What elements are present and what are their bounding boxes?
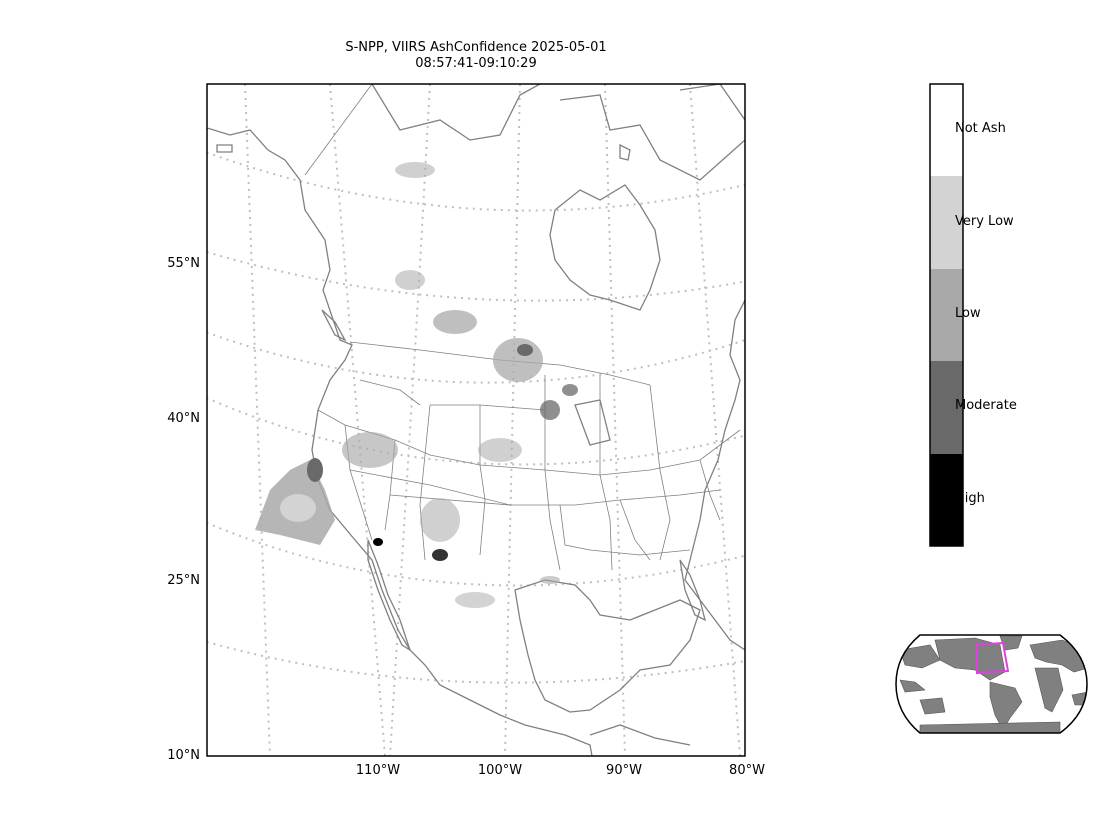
arctic-islands-3: [679, 84, 745, 121]
baja-peninsula: [367, 539, 412, 652]
lat-label-25: 25°N: [167, 573, 200, 588]
legend-very-low: Very Low: [955, 214, 1014, 229]
hudson-bay: [549, 184, 661, 311]
legend-not-ash: Not Ash: [955, 121, 1006, 136]
ash-confidence-layer: [255, 162, 578, 608]
colorbar-very-low: [930, 176, 963, 269]
gulf-coastline: [514, 579, 701, 713]
political-borders: [304, 84, 741, 571]
colorbar-high: [930, 454, 963, 546]
arctic-islands-2: [559, 94, 745, 181]
lat-label-55: 55°N: [167, 256, 200, 271]
cuba: [589, 724, 691, 746]
map-frame: [206, 83, 746, 757]
colorbar-moderate: [930, 361, 963, 454]
lat-label-10: 10°N: [167, 748, 200, 763]
legend-low: Low: [955, 306, 981, 321]
globe-outline: [895, 634, 1088, 734]
colorbar-low: [930, 269, 963, 361]
lon-label-100w: 100°W: [477, 763, 523, 778]
colorbar: [929, 83, 964, 547]
globe-north-america: [934, 637, 1006, 681]
overview-globe: [895, 634, 1088, 734]
lat-label-40: 40°N: [167, 411, 200, 426]
globe-australia: [919, 697, 946, 715]
lake-3: [216, 144, 233, 153]
east-coastline: [684, 299, 745, 651]
map-title: S-NPP, VIIRS AshConfidence 2025-05-01 08…: [206, 40, 746, 72]
lake-1: [574, 399, 611, 446]
globe-asia-west: [899, 644, 941, 669]
graticule: [207, 84, 745, 756]
lon-label-110w: 110°W: [355, 763, 401, 778]
lon-label-80w: 80°W: [729, 763, 765, 778]
main-map: [207, 84, 745, 756]
florida: [679, 559, 706, 622]
coastlines: [207, 84, 745, 756]
north-america-coastline: [207, 127, 593, 756]
vancouver-island: [321, 309, 347, 342]
title-line-1: S-NPP, VIIRS AshConfidence 2025-05-01: [345, 40, 607, 55]
colorbar-frame: [929, 83, 964, 547]
title-line-2: 08:57:41-09:10:29: [415, 56, 537, 71]
legend-moderate: Moderate: [955, 398, 1017, 413]
globe-antarctica: [919, 721, 1061, 733]
lake-2: [619, 143, 631, 161]
globe-extent-box: [976, 641, 1010, 675]
arctic-islands-1: [371, 84, 541, 141]
legend-high: High: [955, 491, 985, 506]
globe-africa: [1034, 667, 1064, 713]
globe-southeast-asia: [899, 679, 926, 693]
colorbar-not-ash: [930, 84, 963, 176]
lon-label-90w: 90°W: [606, 763, 642, 778]
